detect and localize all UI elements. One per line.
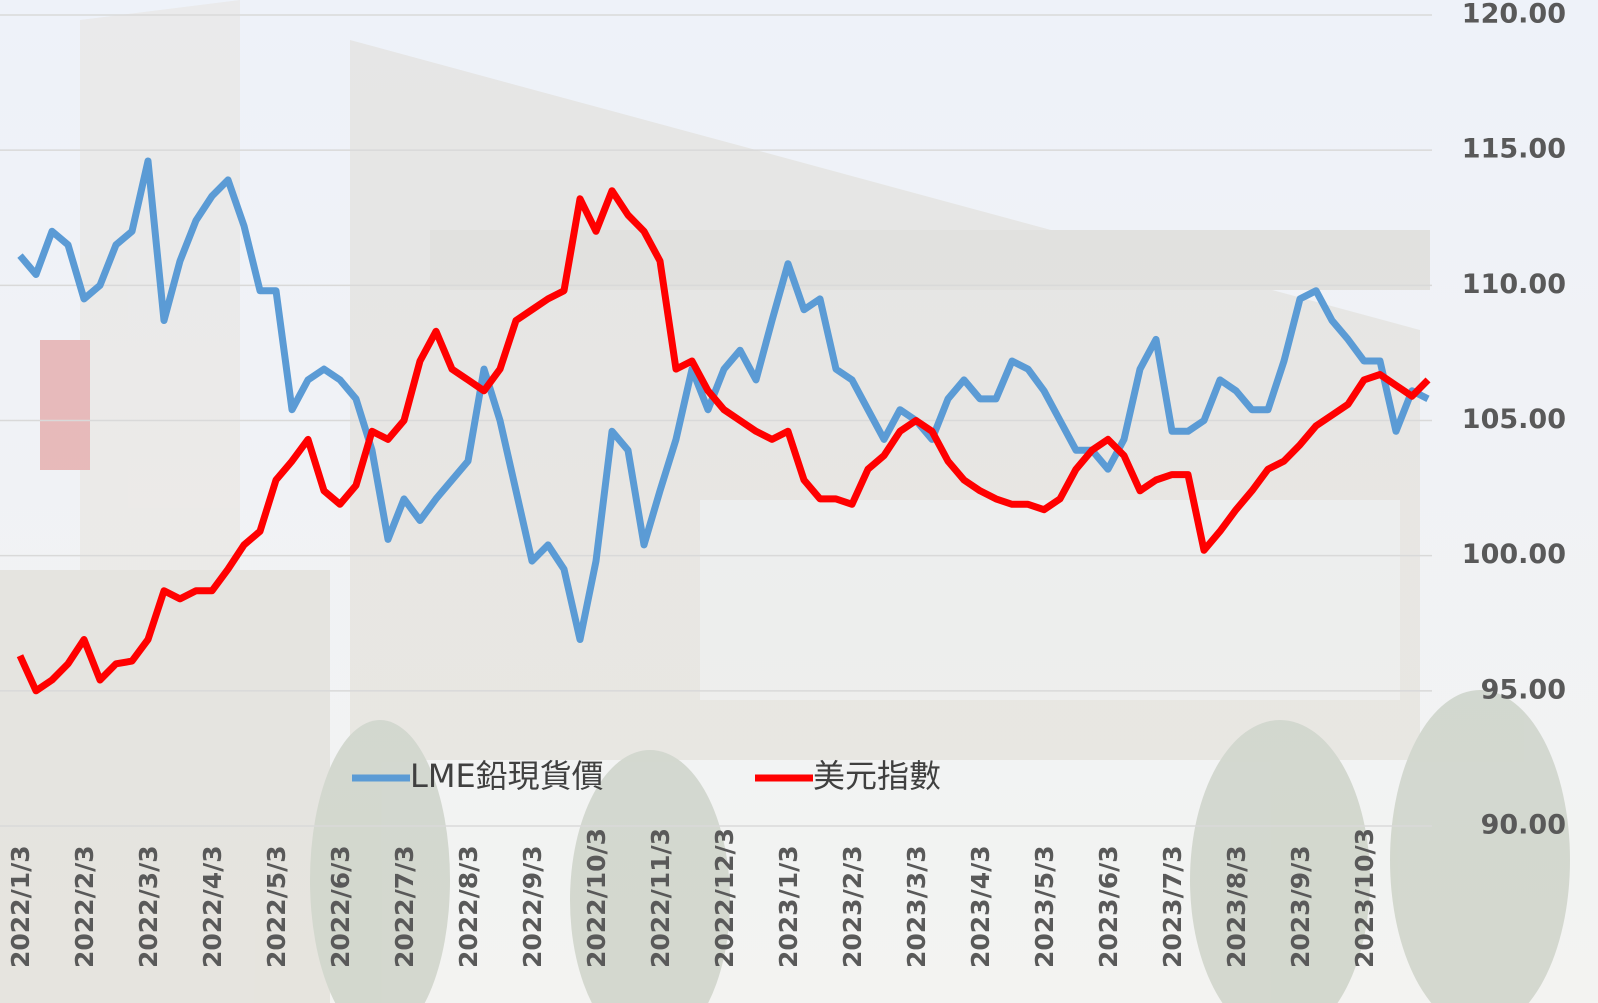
x-tick-label: 2022/9/3 (518, 845, 547, 968)
y-tick-label: 120.00 (1462, 0, 1566, 30)
legend-label: 美元指數 (813, 757, 941, 795)
x-tick-label: 2023/7/3 (1158, 845, 1187, 968)
y-tick-label: 105.00 (1462, 404, 1566, 435)
x-tick-label: 2023/3/3 (902, 845, 931, 968)
y-tick-label: 90.00 (1481, 810, 1566, 841)
y-tick-label: 110.00 (1462, 269, 1566, 300)
x-tick-label: 2022/10/3 (582, 828, 611, 968)
x-tick-label: 2022/4/3 (198, 845, 227, 968)
x-tick-label: 2023/6/3 (1094, 845, 1123, 968)
x-tick-label: 2022/5/3 (262, 845, 291, 968)
x-tick-label: 2022/2/3 (70, 845, 99, 968)
y-tick-label: 95.00 (1481, 674, 1566, 705)
x-tick-label: 2022/1/3 (6, 845, 35, 968)
x-tick-label: 2022/7/3 (390, 845, 419, 968)
x-tick-label: 2022/6/3 (326, 845, 355, 968)
x-tick-label: 2023/2/3 (838, 845, 867, 968)
x-tick-label: 2023/9/3 (1286, 845, 1315, 968)
x-tick-label: 2023/1/3 (774, 845, 803, 968)
y-tick-label: 115.00 (1462, 134, 1566, 165)
y-tick-label: 100.00 (1462, 539, 1566, 570)
x-tick-label: 2023/5/3 (1030, 845, 1059, 968)
legend-label: LME鉛現貨價 (410, 757, 604, 795)
x-tick-label: 2022/11/3 (646, 828, 675, 968)
x-tick-label: 2023/8/3 (1222, 845, 1251, 968)
chart: 90.00 95.00 100.00 105.00 110.00 115.00 120.00… (0, 0, 1598, 1003)
x-tick-label: 2022/12/3 (710, 828, 739, 968)
x-tick-label: 2022/8/3 (454, 845, 483, 968)
x-tick-label: 2022/3/3 (134, 845, 163, 968)
x-tick-label: 2023/4/3 (966, 845, 995, 968)
x-tick-label: 2023/10/3 (1350, 828, 1379, 968)
